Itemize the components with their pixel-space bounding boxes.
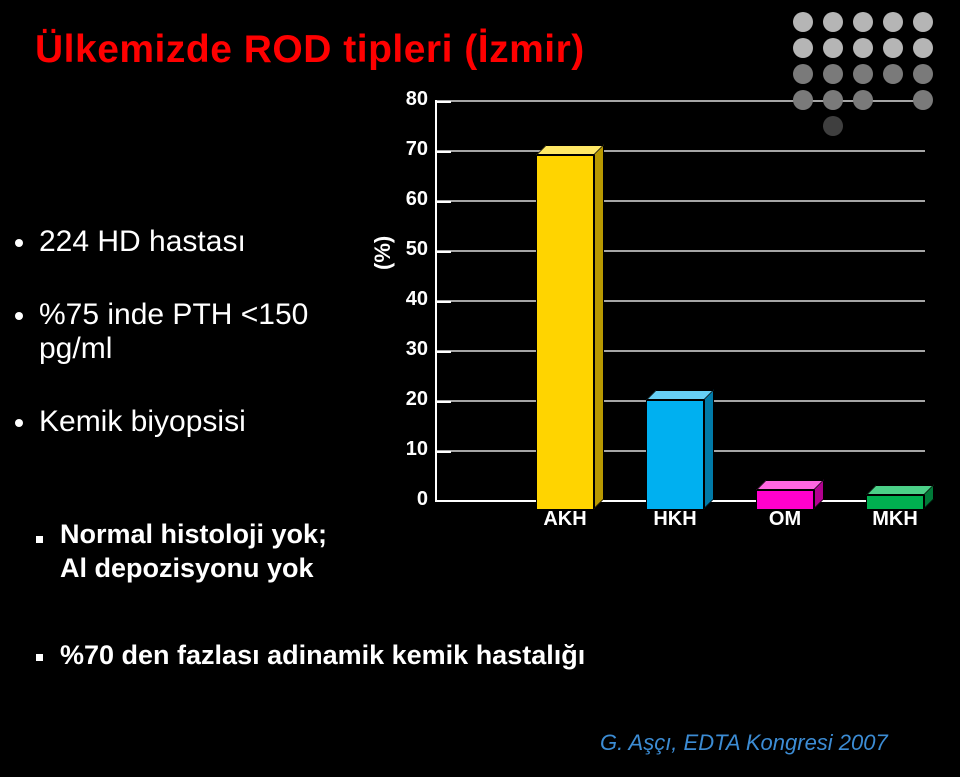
chart-bar (866, 485, 934, 510)
deco-dot-icon (793, 90, 813, 110)
bullet-text: 224 HD hastası (39, 225, 246, 260)
deco-dot-icon (823, 12, 843, 32)
sub-note-line: Normal histoloji yok; (60, 519, 327, 549)
deco-dot-icon (853, 64, 873, 84)
bullet-dot-icon (15, 239, 23, 247)
y-tick-label: 40 (388, 288, 428, 311)
list-item: Kemik biyopsisi (15, 405, 385, 440)
y-tick-label: 80 (388, 88, 428, 111)
x-tick-label: OM (740, 508, 830, 531)
deco-dot-icon (823, 116, 843, 136)
chart-bar (756, 480, 824, 510)
bullet-dot-icon (15, 312, 23, 320)
deco-dot-icon (883, 38, 903, 58)
deco-dot-icon (853, 90, 873, 110)
deco-dot-icon (913, 90, 933, 110)
conclusion-text: %70 den fazlası adinamik kemik hastalığı (60, 640, 585, 671)
square-marker-icon (36, 536, 43, 543)
deco-dot-icon (883, 12, 903, 32)
deco-dot-icon (823, 38, 843, 58)
bullet-text: %75 inde PTH <150 pg/ml (39, 298, 385, 367)
citation-text: G. Aşçı, EDTA Kongresi 2007 (600, 730, 888, 756)
y-tick-label: 70 (388, 138, 428, 161)
sub-note-line: Al depozisyonu yok (60, 553, 314, 583)
bar-chart: (%) 01020304050607080AKHHKHOMMKH (370, 90, 930, 550)
decorative-dots-icon (793, 12, 948, 137)
chart-bar (536, 145, 604, 510)
x-tick-label: HKH (630, 508, 720, 531)
list-item: %75 inde PTH <150 pg/ml (15, 298, 385, 367)
deco-dot-icon (823, 90, 843, 110)
deco-dot-icon (823, 64, 843, 84)
chart-gridline (435, 250, 925, 252)
y-tick-label: 10 (388, 438, 428, 461)
square-marker-icon (36, 654, 43, 661)
chart-gridline (435, 300, 925, 302)
chart-gridline (435, 200, 925, 202)
y-tick-label: 60 (388, 188, 428, 211)
chart-gridline (435, 350, 925, 352)
deco-dot-icon (883, 64, 903, 84)
bullet-dot-icon (15, 419, 23, 427)
slide-root: Ülkemizde ROD tipleri (İzmir) 224 HD has… (0, 0, 960, 777)
y-tick-label: 20 (388, 388, 428, 411)
bullet-text: Kemik biyopsisi (39, 405, 246, 440)
deco-dot-icon (853, 12, 873, 32)
deco-dot-icon (913, 38, 933, 58)
deco-dot-icon (913, 64, 933, 84)
deco-dot-icon (793, 64, 813, 84)
y-tick-label: 30 (388, 338, 428, 361)
deco-dot-icon (853, 38, 873, 58)
page-title: Ülkemizde ROD tipleri (İzmir) (35, 28, 585, 72)
y-tick-label: 50 (388, 238, 428, 261)
bullet-list: 224 HD hastası %75 inde PTH <150 pg/ml K… (15, 225, 385, 477)
chart-gridline (435, 150, 925, 152)
deco-dot-icon (793, 38, 813, 58)
x-tick-label: MKH (850, 508, 940, 531)
deco-dot-icon (793, 12, 813, 32)
x-tick-label: AKH (520, 508, 610, 531)
sub-note: Normal histoloji yok; Al depozisyonu yok (60, 518, 327, 586)
y-axis-line (435, 100, 437, 500)
deco-dot-icon (913, 12, 933, 32)
y-tick-label: 0 (388, 488, 428, 511)
list-item: 224 HD hastası (15, 225, 385, 260)
chart-bar (646, 390, 714, 510)
